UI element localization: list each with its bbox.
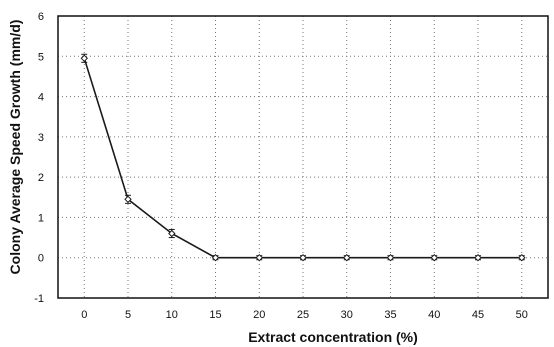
data-series [80, 53, 526, 262]
y-axis-tick-labels: -1 0 1 2 3 4 5 6 [34, 11, 44, 305]
x-tick-label: 15 [209, 309, 221, 321]
data-point [430, 253, 439, 262]
data-point [343, 253, 351, 262]
y-tick-label: 1 [38, 212, 44, 224]
y-tick-label: 4 [38, 92, 44, 104]
x-axis-tick-labels: 0 5 10 15 20 25 30 35 40 45 50 [81, 309, 528, 321]
y-tick-label: 3 [38, 132, 44, 144]
y-tick-label: -1 [34, 293, 44, 305]
x-tick-label: 35 [384, 309, 396, 321]
x-tick-label: 20 [253, 309, 265, 321]
plot-area-frame [57, 15, 549, 299]
data-point [299, 253, 307, 262]
y-axis-title: Colony Average Speed Growth (mm/d) [7, 20, 23, 275]
x-tick-label: 10 [166, 309, 178, 321]
data-point [474, 253, 482, 262]
data-point [255, 253, 264, 262]
x-tick-label: 5 [125, 309, 131, 321]
data-point [518, 253, 526, 262]
data-point [211, 253, 220, 262]
y-tick-label: 0 [38, 253, 44, 265]
x-tick-label: 50 [516, 309, 528, 321]
x-tick-label: 40 [428, 309, 440, 321]
data-point [80, 54, 89, 63]
x-tick-label: 45 [472, 309, 484, 321]
x-tick-label: 25 [297, 309, 309, 321]
y-tick-label: 2 [38, 172, 44, 184]
y-tick-label: 6 [38, 11, 44, 23]
data-point [168, 229, 176, 238]
x-axis-title: Extract concentration (%) [248, 329, 418, 345]
x-tick-label: 0 [81, 309, 87, 321]
data-point [386, 253, 395, 262]
data-point [124, 195, 132, 204]
x-tick-label: 30 [341, 309, 353, 321]
y-tick-label: 5 [38, 51, 44, 63]
